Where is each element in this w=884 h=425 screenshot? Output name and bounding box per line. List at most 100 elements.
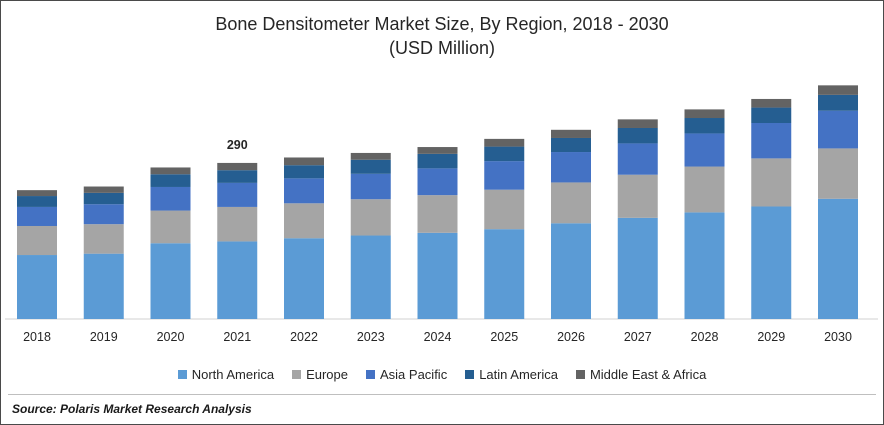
bar-segment-middle-east-africa-2023 [350, 152, 391, 160]
legend-swatch [465, 370, 475, 379]
bar-segment-europe-2022 [284, 203, 324, 239]
bar-segment-latin-america-2021 [217, 170, 258, 183]
bar-segment-asia-pacific-2028 [684, 133, 725, 167]
bar-segment-north-america-2028 [684, 212, 725, 319]
bar-segment-asia-pacific-2026 [551, 152, 591, 183]
legend-item: Middle East & Africa [575, 367, 707, 382]
bar-segment-latin-america-2019 [83, 192, 124, 205]
bar-segment-europe-2030 [818, 148, 858, 199]
bar-segment-middle-east-africa-2030 [818, 85, 858, 95]
x-tick-label: 2020 [157, 330, 185, 344]
bar-segment-latin-america-2025 [484, 146, 525, 162]
bar-segment-north-america-2021 [217, 241, 258, 319]
legend-label: Europe [306, 367, 348, 382]
bar-segment-north-america-2027 [617, 217, 658, 319]
x-tick-label: 2030 [824, 330, 852, 344]
bar-segment-asia-pacific-2027 [617, 143, 658, 175]
bar-segment-north-america-2018 [17, 255, 57, 319]
bar-segment-middle-east-africa-2027 [617, 119, 658, 128]
bar-segment-middle-east-africa-2029 [751, 98, 792, 108]
bar-segment-europe-2023 [350, 199, 391, 236]
legend-swatch [366, 370, 375, 379]
bar-segment-north-america-2023 [350, 235, 391, 319]
bar-segment-europe-2021 [217, 206, 258, 242]
bar-segment-europe-2026 [551, 182, 591, 224]
x-tick-label: 2028 [691, 330, 719, 344]
bar-segment-europe-2027 [617, 174, 658, 218]
x-tick-label: 2025 [490, 330, 518, 344]
bar-segment-europe-2018 [17, 225, 57, 256]
bar-segment-middle-east-africa-2021 [217, 162, 258, 171]
legend-item: North America [177, 367, 275, 382]
bar-segment-north-america-2026 [551, 223, 591, 319]
bar-segment-latin-america-2028 [684, 118, 725, 134]
x-tick-label: 2018 [23, 330, 51, 344]
bar-segment-europe-2019 [83, 224, 124, 254]
bar-segment-latin-america-2022 [284, 165, 324, 179]
chart-subtitle: (USD Million) [388, 38, 495, 58]
bar-segment-asia-pacific-2024 [417, 168, 458, 196]
bar-segment-latin-america-2026 [551, 137, 591, 153]
bar-segment-middle-east-africa-2020 [150, 167, 191, 175]
x-tick-label: 2021 [223, 330, 251, 344]
legend-label: Asia Pacific [380, 367, 448, 382]
bar-segment-asia-pacific-2025 [484, 161, 525, 190]
chart-legend: North America Europe Asia Pacific Latin Ame… [0, 367, 884, 382]
bar-segment-latin-america-2023 [350, 159, 391, 174]
x-tick-label: 2022 [290, 330, 318, 344]
legend-swatch [575, 370, 585, 379]
legend-item: Europe [292, 367, 348, 382]
bar-segment-asia-pacific-2029 [751, 123, 792, 159]
legend-label: Middle East & Africa [589, 367, 707, 382]
x-tick-label: 2027 [624, 330, 652, 344]
x-tick-label: 2029 [757, 330, 785, 344]
bar-segment-north-america-2020 [150, 243, 191, 319]
bar-segment-europe-2028 [684, 166, 725, 213]
bar-segment-middle-east-africa-2028 [684, 109, 725, 119]
bar-segment-middle-east-africa-2025 [484, 138, 525, 147]
bar-segment-latin-america-2018 [17, 196, 57, 207]
bar-segment-north-america-2022 [284, 238, 324, 319]
bar-segment-latin-america-2027 [617, 127, 658, 144]
divider [8, 394, 876, 395]
bar-segment-asia-pacific-2018 [17, 206, 57, 226]
bar-segment-asia-pacific-2022 [284, 178, 324, 204]
bar-segment-north-america-2019 [83, 253, 124, 319]
bar-segment-north-america-2030 [818, 198, 858, 319]
bar-segment-latin-america-2029 [751, 107, 792, 123]
legend-item: Asia Pacific [366, 367, 447, 382]
data-label: 290 [227, 138, 248, 152]
bar-segment-latin-america-2020 [150, 174, 191, 187]
x-tick-label: 2019 [90, 330, 118, 344]
bar-segment-asia-pacific-2023 [350, 173, 391, 200]
bar-segment-north-america-2024 [417, 232, 458, 319]
bar-segment-latin-america-2030 [818, 94, 858, 111]
legend-label: Latin America [479, 367, 558, 382]
bar-segment-middle-east-africa-2018 [17, 190, 57, 197]
legend-item: Latin America [465, 367, 558, 382]
source-note: Source: Polaris Market Research Analysis [12, 402, 252, 416]
bar-segment-asia-pacific-2019 [83, 204, 124, 225]
bar-segment-europe-2024 [417, 195, 458, 233]
bar-segment-middle-east-africa-2026 [551, 129, 591, 138]
legend-swatch [292, 370, 302, 379]
bar-segment-europe-2025 [484, 189, 525, 230]
bar-segment-latin-america-2024 [417, 153, 458, 169]
bar-segment-europe-2029 [751, 158, 792, 207]
bar-segment-north-america-2029 [751, 206, 792, 319]
bar-segment-asia-pacific-2030 [818, 110, 858, 149]
legend-label: North America [191, 367, 275, 382]
bar-segment-middle-east-africa-2022 [284, 157, 324, 166]
chart-title: Bone Densitometer Market Size, By Region… [215, 14, 669, 34]
legend-swatch [177, 370, 187, 379]
bar-segment-north-america-2025 [484, 229, 525, 319]
x-tick-label: 2024 [424, 330, 452, 344]
bar-segment-europe-2020 [150, 210, 191, 244]
bar-segment-asia-pacific-2021 [217, 182, 258, 207]
x-tick-label: 2023 [357, 330, 385, 344]
bar-segment-middle-east-africa-2024 [417, 147, 458, 154]
bar-segment-middle-east-africa-2019 [83, 186, 124, 193]
x-tick-label: 2026 [557, 330, 585, 344]
bar-segment-asia-pacific-2020 [150, 186, 191, 211]
